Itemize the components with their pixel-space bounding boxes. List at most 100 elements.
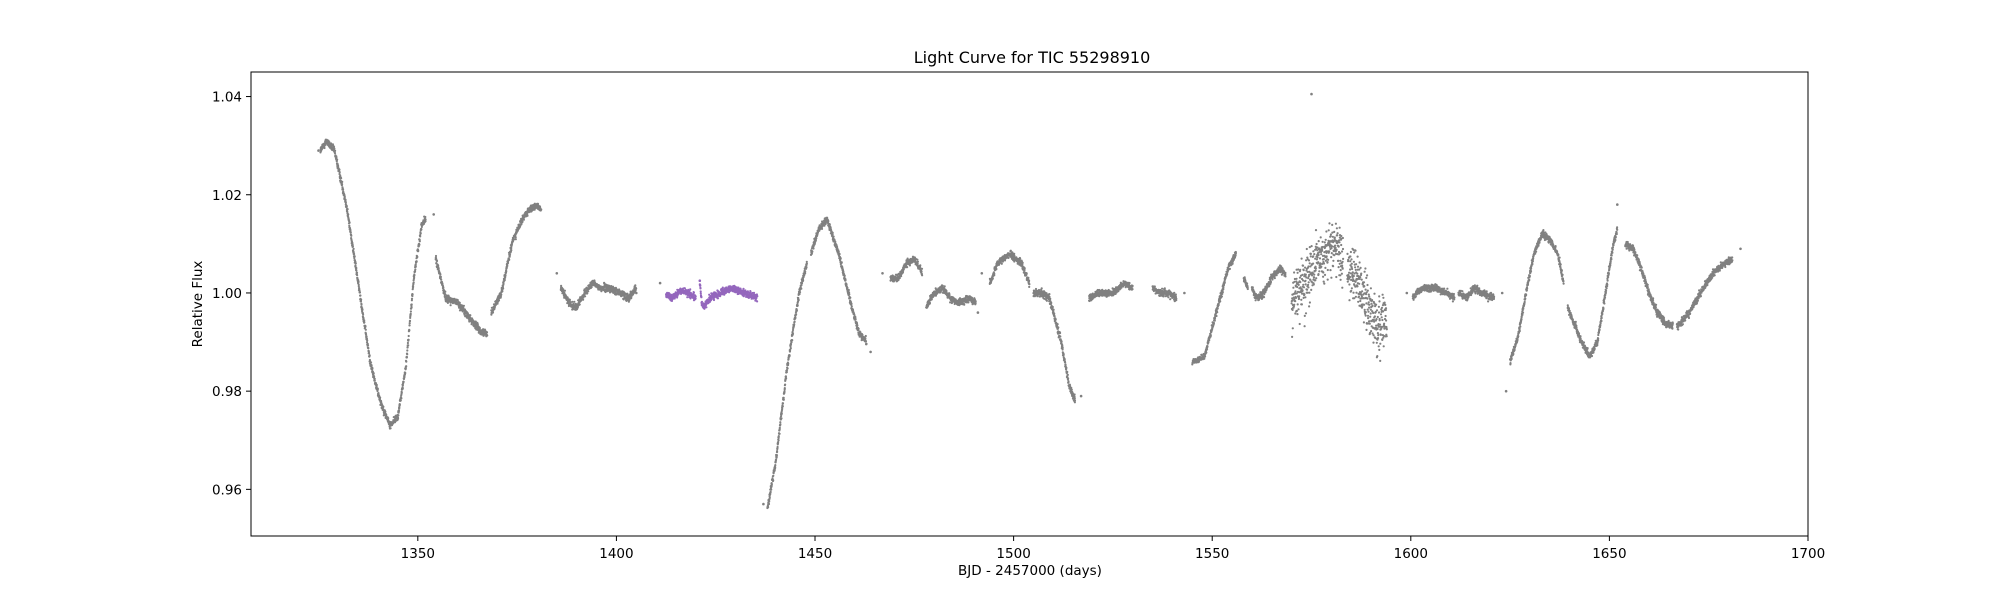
flux-point [793,323,796,326]
flux-point [401,384,404,387]
flux-point [779,421,782,424]
flux-point [406,349,409,352]
flux-point [367,347,370,350]
flux-point [408,329,411,332]
flux-point [510,249,513,252]
flux-point [787,357,790,360]
flux-point [1040,287,1043,290]
flux-point [1228,267,1231,270]
flux-point [769,490,772,493]
flux-point [497,299,501,302]
flux-point [444,290,447,293]
flux-point [846,286,849,289]
flux-point [842,271,845,274]
flux-point [405,360,408,363]
flux-point [365,335,368,338]
flux-point [413,274,416,277]
flux-point [1131,288,1134,291]
flux-point [768,496,771,499]
flux-point [810,252,814,255]
flux-point [781,405,784,408]
flux-point [1053,312,1056,315]
flux-point [360,303,363,306]
flux-point [1246,282,1249,285]
flux-point [358,291,361,294]
flux-point [364,328,367,331]
flux-point [573,300,576,303]
flux-point [374,382,378,385]
flux-point [1284,271,1287,274]
flux-point [444,293,447,296]
flux-point [380,400,383,403]
flux-point [418,240,421,243]
flux-point [802,279,805,282]
flux-point [363,321,366,324]
flux-point [1034,287,1038,291]
flux-point [411,294,414,298]
flux-point [364,325,367,328]
flux-point [772,479,775,482]
flux-point [1025,272,1028,275]
flux-point [1206,345,1209,348]
flux-point [500,293,503,296]
flux-point [362,313,365,316]
flux-point [789,343,793,346]
flux-point [777,439,780,442]
flux-point [406,341,409,345]
series-0-segment-0 [319,138,427,430]
flux-point [1412,298,1415,301]
flux-point [491,311,495,314]
flux-point [375,383,378,387]
flux-point [353,255,356,258]
flux-point [520,223,523,226]
flux-point [1013,252,1016,255]
flux-point [772,474,775,477]
flux-point [376,387,379,390]
flux-point [804,270,807,273]
flux-point [848,293,851,296]
flux-point [335,156,338,159]
flux-point [967,301,970,304]
flux-point [352,247,355,250]
flux-point [385,413,388,417]
flux-point [908,264,912,267]
flux-point [404,371,407,374]
flux-point [832,235,835,238]
flux-point [409,316,412,319]
flux-point [600,290,603,293]
flux-point [366,339,369,342]
flux-point [837,250,840,253]
flux-point [373,375,376,378]
flux-point [622,298,625,301]
flux-point [1231,262,1234,265]
flux-point [420,228,423,231]
flux-point [1067,380,1070,383]
flux-point [505,266,508,269]
flux-point [336,158,339,161]
flux-point [811,250,814,253]
flux-point [408,322,411,325]
flux-point [366,344,370,347]
flux-point [800,282,804,285]
flux-point [344,201,347,204]
flux-point [1050,301,1053,304]
flux-point [834,240,837,243]
flux-point [1073,397,1076,400]
flux-point [1128,281,1131,285]
flux-point [512,238,516,241]
flux-point [1052,308,1055,311]
flux-point [502,287,505,290]
flux-point [856,324,859,327]
flux-point [424,220,427,223]
flux-point [582,298,585,301]
flux-point [407,344,410,347]
flux-point [776,450,779,453]
flux-point [916,260,920,263]
flux-point [402,380,405,383]
flux-point [854,318,857,321]
flux-point [1219,300,1222,303]
flux-point [365,337,368,340]
flux-point [797,297,800,300]
flux-point [440,278,443,281]
